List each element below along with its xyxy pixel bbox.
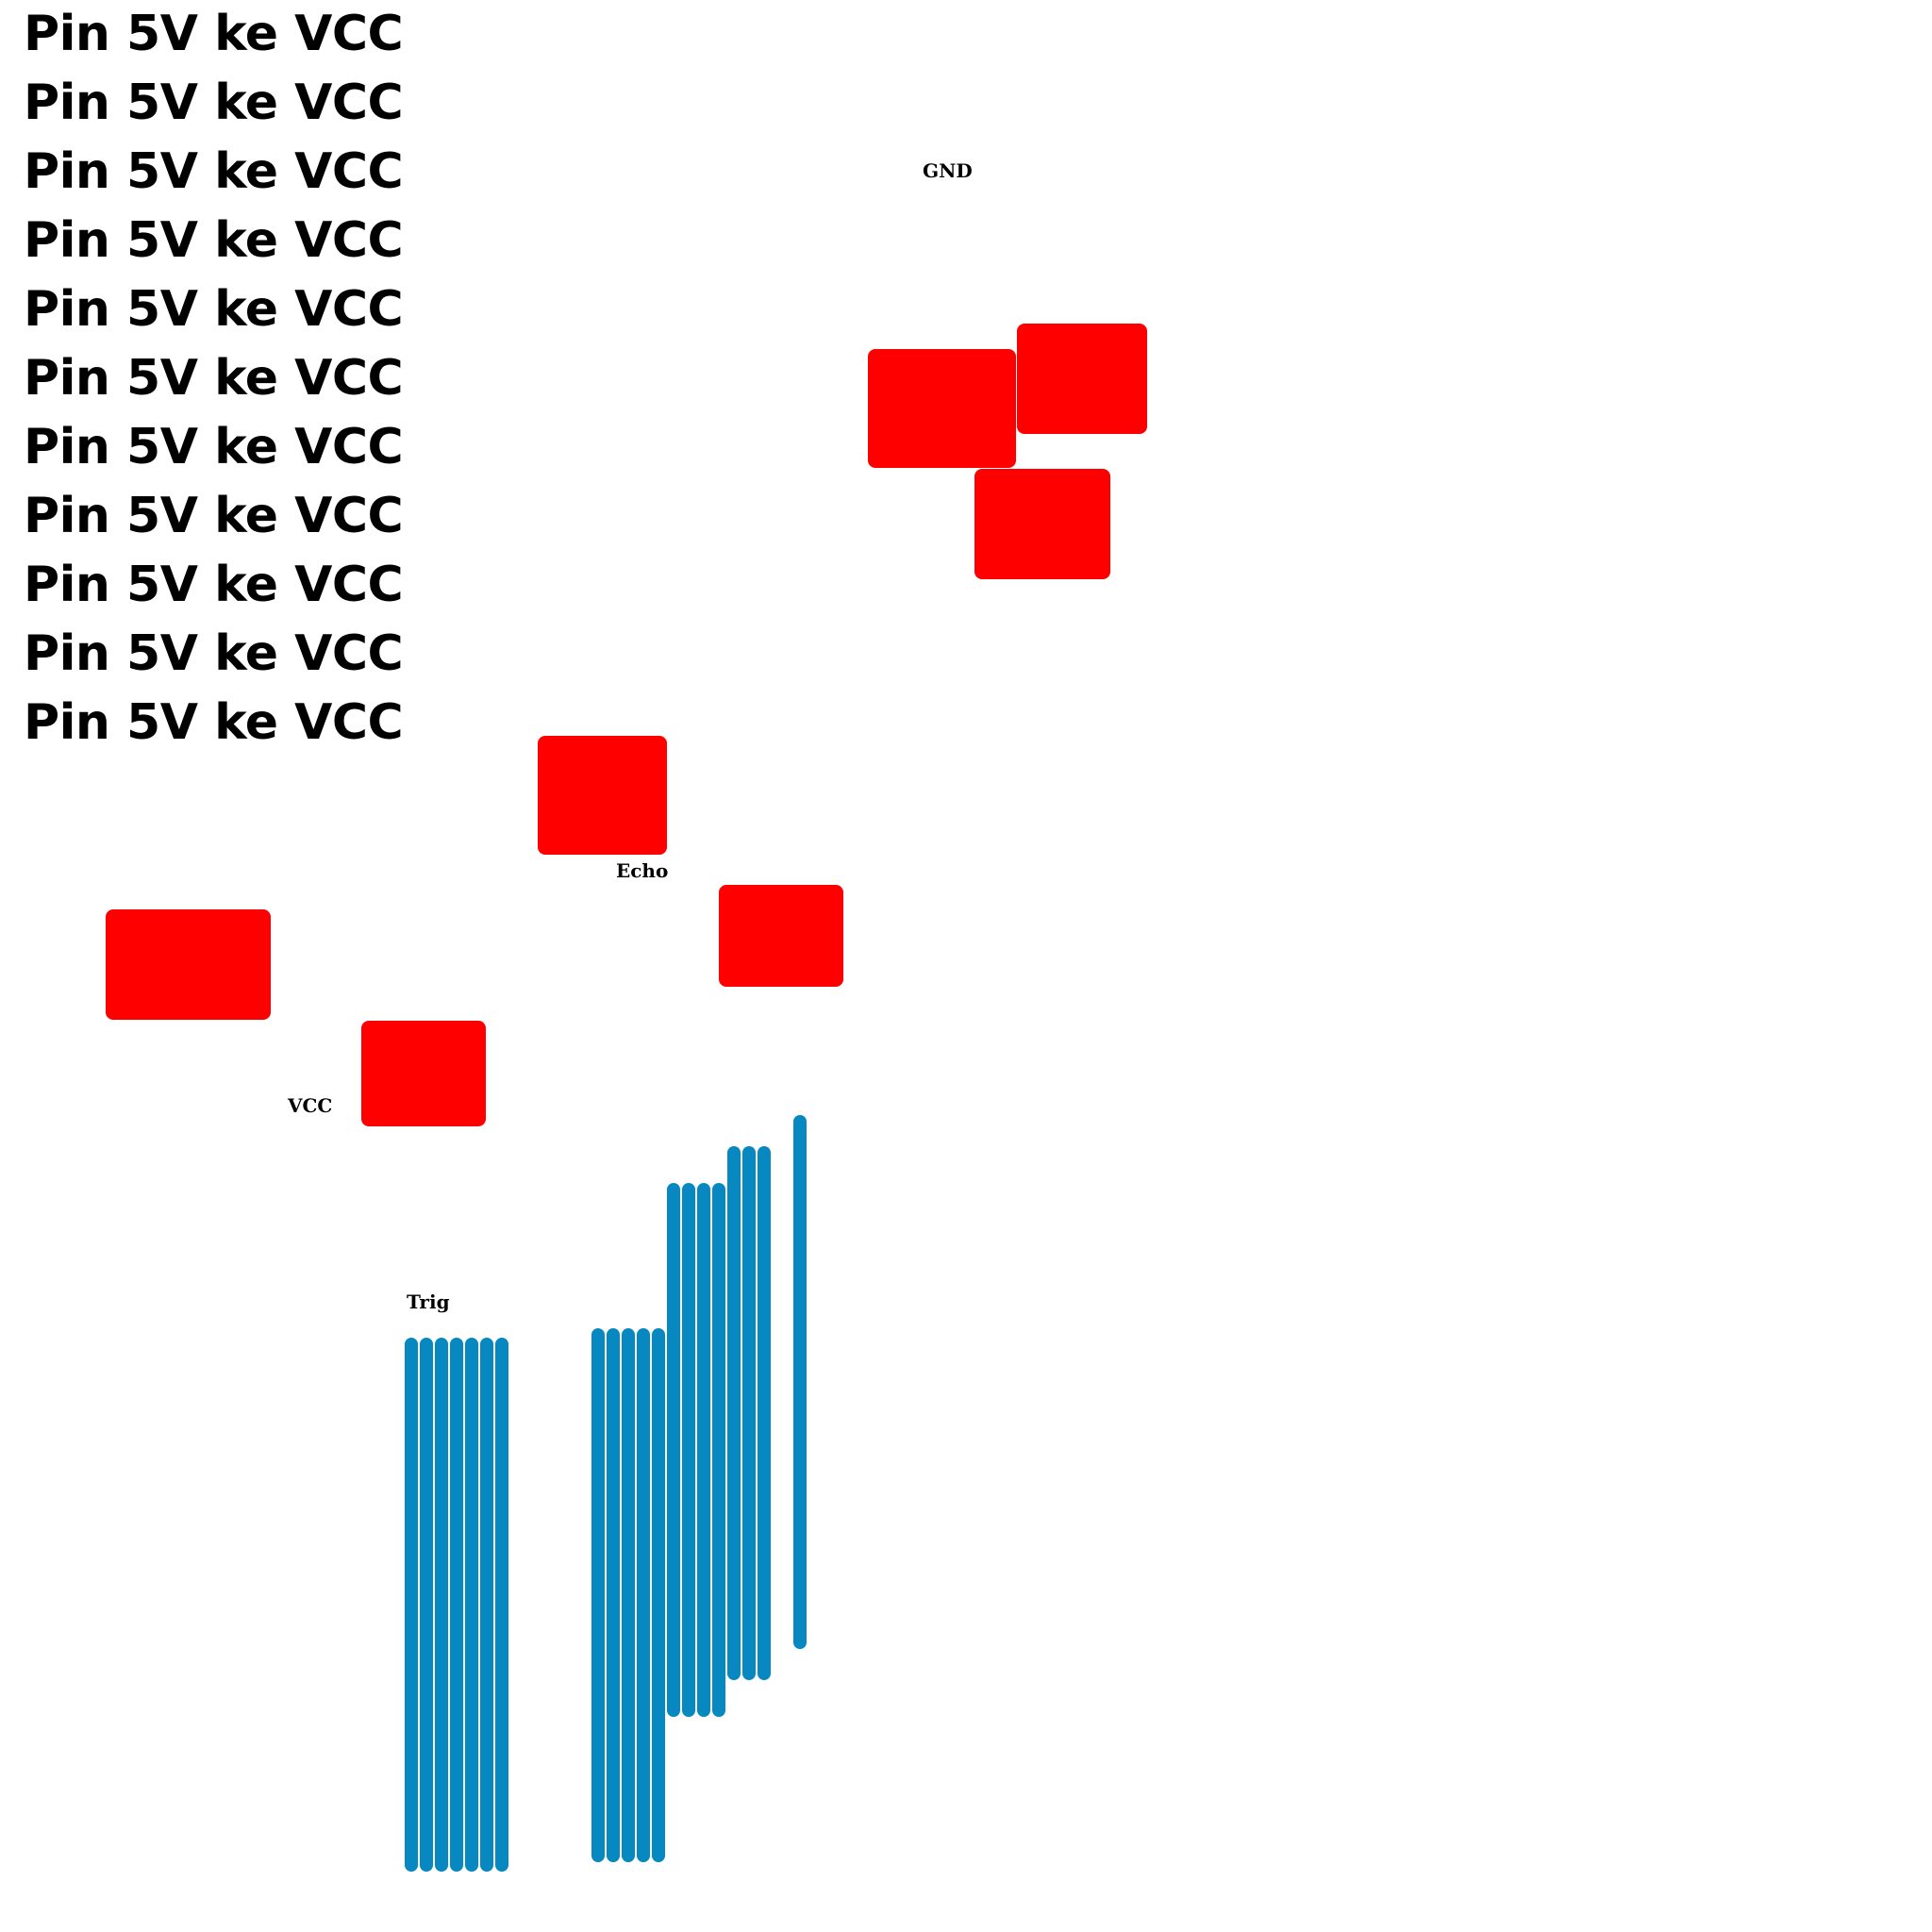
wire xyxy=(667,1183,680,1717)
wire xyxy=(465,1338,478,1872)
wire xyxy=(712,1183,725,1717)
heading-line: Pin 5V ke VCC xyxy=(24,212,404,269)
heading-line: Pin 5V ke VCC xyxy=(24,419,404,475)
red-pad xyxy=(106,909,271,1020)
red-pad xyxy=(361,1021,486,1126)
heading-line: Pin 5V ke VCC xyxy=(24,625,404,682)
wire xyxy=(480,1338,493,1872)
wire xyxy=(652,1328,665,1862)
wire xyxy=(495,1338,508,1872)
heading-line: Pin 5V ke VCC xyxy=(24,75,404,131)
wire xyxy=(435,1338,448,1872)
gnd-label: GND xyxy=(923,159,973,182)
red-pad xyxy=(1017,324,1147,434)
red-pad xyxy=(868,349,1016,468)
vcc-label: VCC xyxy=(288,1094,333,1117)
heading-line: Pin 5V ke VCC xyxy=(24,557,404,613)
heading-line: Pin 5V ke VCC xyxy=(24,281,404,338)
heading-line: Pin 5V ke VCC xyxy=(24,350,404,407)
wire xyxy=(637,1328,650,1862)
heading-line: Pin 5V ke VCC xyxy=(24,694,404,751)
wire xyxy=(622,1328,635,1862)
wire xyxy=(405,1338,418,1872)
red-pad xyxy=(719,885,843,987)
heading-line: Pin 5V ke VCC xyxy=(24,143,404,200)
trig-label: Trig xyxy=(407,1291,450,1313)
heading-line: Pin 5V ke VCC xyxy=(24,6,404,62)
wire xyxy=(450,1338,463,1872)
red-pad xyxy=(974,469,1110,579)
wire xyxy=(793,1115,807,1649)
wire xyxy=(742,1146,756,1680)
wire xyxy=(607,1328,620,1862)
wire xyxy=(591,1328,605,1862)
red-pad xyxy=(538,736,667,855)
echo-label: Echo xyxy=(616,859,669,882)
wire xyxy=(758,1146,771,1680)
wire xyxy=(697,1183,710,1717)
wire xyxy=(420,1338,433,1872)
heading-list: Pin 5V ke VCC Pin 5V ke VCC Pin 5V ke VC… xyxy=(24,0,404,758)
wire xyxy=(682,1183,695,1717)
wire xyxy=(727,1146,741,1680)
heading-line: Pin 5V ke VCC xyxy=(24,488,404,544)
